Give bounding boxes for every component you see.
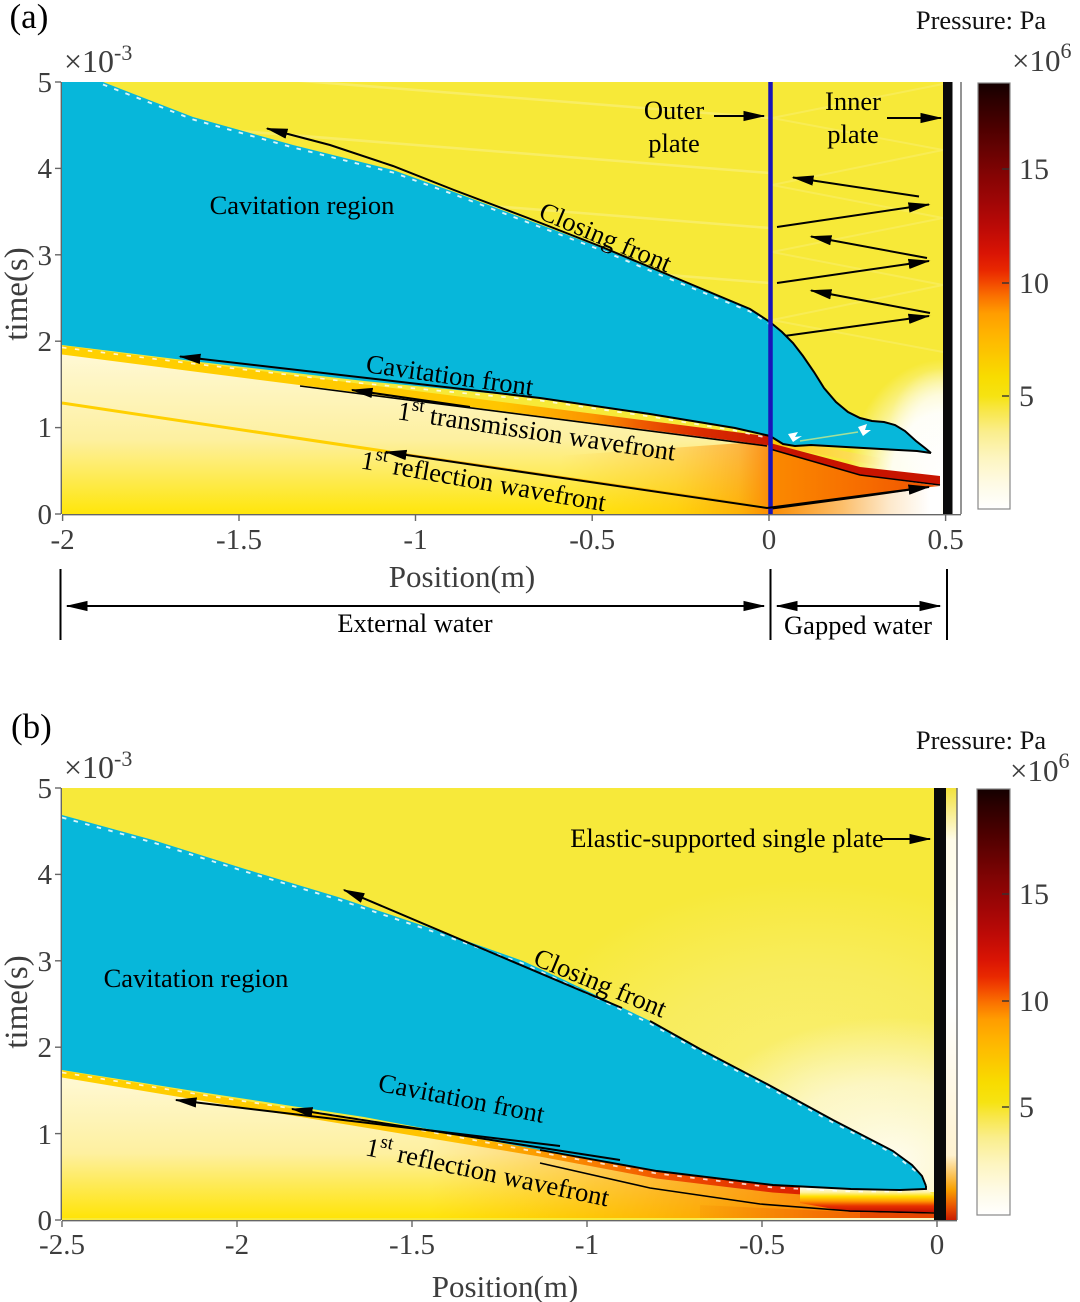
svg-text:-0.5: -0.5 <box>739 1229 785 1261</box>
svg-text:1: 1 <box>38 412 53 444</box>
svg-text:-1: -1 <box>575 1229 599 1261</box>
svg-text:0: 0 <box>38 499 53 531</box>
svg-text:5: 5 <box>1019 380 1034 413</box>
svg-text:0: 0 <box>38 1205 53 1237</box>
svg-text:plate: plate <box>648 128 700 158</box>
svg-text:plate: plate <box>827 119 879 149</box>
svg-text:15: 15 <box>1019 153 1049 186</box>
svg-text:time(s): time(s) <box>0 955 35 1048</box>
svg-text:0: 0 <box>762 524 777 556</box>
svg-text:-1.5: -1.5 <box>216 524 262 556</box>
svg-text:×10-3: ×10-3 <box>64 40 132 79</box>
svg-text:×106: ×106 <box>1012 38 1071 78</box>
svg-text:Elastic-supported single plate: Elastic-supported single plate <box>570 823 884 853</box>
svg-text:4: 4 <box>38 859 53 891</box>
svg-text:0.5: 0.5 <box>927 524 963 556</box>
svg-text:Pressure: Pa: Pressure: Pa <box>916 725 1047 755</box>
svg-text:10: 10 <box>1019 985 1049 1018</box>
svg-text:-1.5: -1.5 <box>389 1229 435 1261</box>
svg-text:2: 2 <box>38 326 53 358</box>
svg-text:×10-3: ×10-3 <box>64 746 132 785</box>
svg-text:-2: -2 <box>51 524 75 556</box>
svg-text:15: 15 <box>1019 878 1049 911</box>
svg-text:10: 10 <box>1019 267 1049 300</box>
svg-text:Cavitation region: Cavitation region <box>210 190 395 220</box>
svg-text:3: 3 <box>38 240 53 272</box>
svg-text:Inner: Inner <box>825 86 881 116</box>
svg-text:-2: -2 <box>225 1229 249 1261</box>
svg-text:-1: -1 <box>403 524 427 556</box>
svg-text:Position(m): Position(m) <box>389 559 535 594</box>
svg-text:Pressure: Pa: Pressure: Pa <box>916 5 1047 35</box>
svg-text:0: 0 <box>930 1229 945 1261</box>
svg-text:(b): (b) <box>11 707 52 746</box>
svg-text:5: 5 <box>38 67 53 99</box>
svg-text:External water: External water <box>337 608 492 638</box>
svg-text:5: 5 <box>38 773 53 805</box>
svg-text:3: 3 <box>38 946 53 978</box>
svg-text:1: 1 <box>38 1119 53 1151</box>
svg-text:-0.5: -0.5 <box>569 524 615 556</box>
svg-text:5: 5 <box>1019 1091 1034 1124</box>
svg-text:time(s): time(s) <box>0 247 35 340</box>
svg-text:-2.5: -2.5 <box>39 1229 85 1261</box>
svg-text:4: 4 <box>38 153 53 185</box>
svg-text:Position(m): Position(m) <box>432 1269 578 1302</box>
svg-text:(a): (a) <box>10 0 49 36</box>
svg-text:Gapped water: Gapped water <box>784 610 932 640</box>
svg-text:2: 2 <box>38 1032 53 1064</box>
svg-text:Outer: Outer <box>644 95 705 125</box>
svg-text:Cavitation region: Cavitation region <box>104 963 289 993</box>
